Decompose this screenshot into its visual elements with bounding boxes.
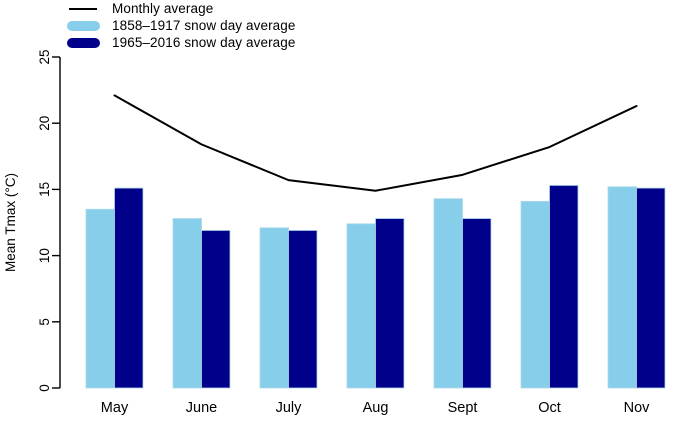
- bar-1965-2016: [549, 185, 579, 389]
- x-tick-label: May: [101, 400, 129, 416]
- bar-1965-2016: [114, 187, 144, 389]
- y-tick-label: 15: [37, 182, 52, 197]
- legend-item-monthly-average: Monthly average: [58, 0, 296, 17]
- bar-1965-2016: [201, 230, 231, 389]
- bar-1965-2016: [375, 218, 405, 389]
- legend: Monthly average 1858–1917 snow day avera…: [58, 0, 296, 51]
- legend-label: Monthly average: [112, 1, 214, 16]
- bar-1858-1917: [607, 186, 637, 389]
- x-tick-label: Nov: [624, 400, 651, 416]
- bar-1858-1917: [172, 218, 202, 389]
- monthly-average-line: [113, 94, 638, 192]
- y-tick-label: 5: [37, 318, 52, 326]
- x-tick-label: July: [276, 400, 303, 416]
- y-tick-label: 20: [37, 116, 52, 131]
- bar-1858-1917: [259, 227, 289, 389]
- x-tick-label: June: [186, 400, 217, 416]
- y-axis-label: Mean Tmax (°C): [3, 173, 18, 272]
- bar-1965-2016: [288, 230, 318, 389]
- legend-item-1858-1917: 1858–1917 snow day average: [58, 17, 296, 34]
- bar-1965-2016: [636, 187, 666, 389]
- darkblue-bar-swatch-icon: [58, 37, 108, 48]
- bar-1858-1917: [520, 200, 550, 389]
- legend-label: 1965–2016 snow day average: [112, 35, 296, 50]
- legend-label: 1858–1917 snow day average: [112, 18, 296, 33]
- y-tick-label: 25: [37, 49, 52, 64]
- bar-1965-2016: [462, 218, 492, 389]
- y-tick-label: 0: [37, 384, 52, 392]
- bar-1858-1917: [433, 198, 463, 389]
- bar-1858-1917: [346, 223, 376, 389]
- x-tick-label: Oct: [538, 400, 561, 416]
- legend-item-1965-2016: 1965–2016 snow day average: [58, 34, 296, 51]
- x-tick-label: Aug: [363, 400, 389, 416]
- line-swatch-icon: [58, 7, 108, 10]
- bar-1858-1917: [85, 208, 115, 389]
- y-tick-label: 10: [37, 248, 52, 263]
- lightblue-bar-swatch-icon: [58, 20, 108, 31]
- x-tick-label: Sept: [448, 400, 478, 416]
